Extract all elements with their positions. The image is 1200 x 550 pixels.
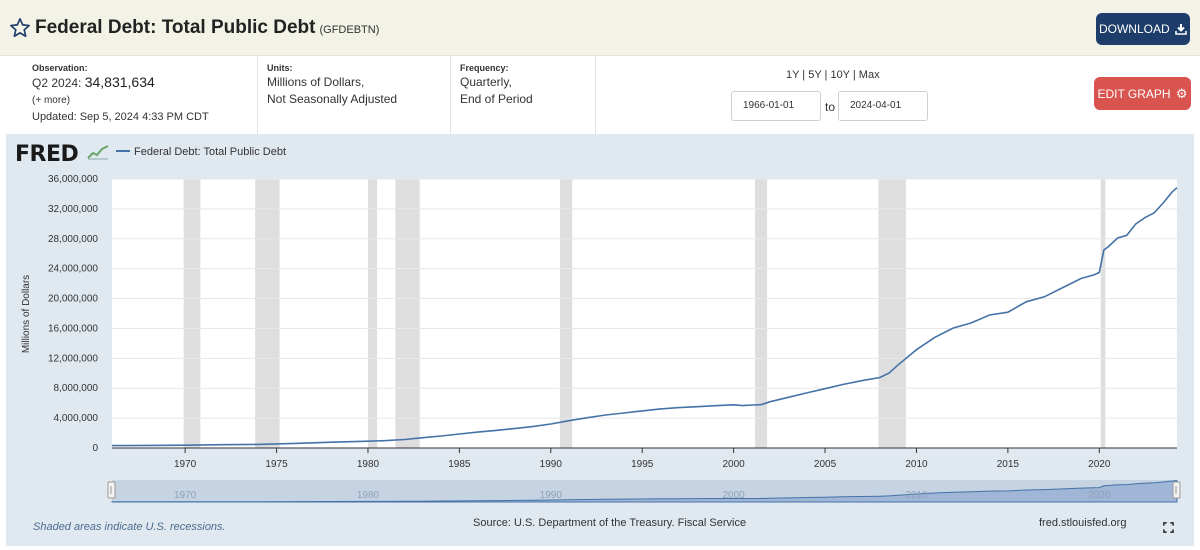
frequency-line2: End of Period: [460, 92, 533, 106]
legend-label: Federal Debt: Total Public Debt: [134, 146, 287, 158]
x-tick-label: 2010: [905, 459, 928, 470]
series-code: (GFDEBTN): [319, 24, 380, 36]
y-tick-label: 24,000,000: [48, 264, 98, 275]
x-tick-label: 2015: [997, 459, 1020, 470]
navigator-tick-label: 2000: [723, 490, 746, 501]
recession-band-6: [878, 179, 906, 448]
x-tick-label: 1990: [540, 459, 563, 470]
recession-band-4: [559, 179, 573, 448]
edit-graph-button[interactable]: EDIT GRAPH ⚙: [1094, 77, 1191, 110]
navigator-tick-label: 2010: [905, 490, 928, 501]
x-tick-label: 1970: [174, 459, 197, 470]
range-links[interactable]: 1Y | 5Y | 10Y | Max: [786, 69, 880, 81]
recession-band-7: [1100, 179, 1106, 448]
updated-timestamp: Updated: Sep 5, 2024 4:33 PM CDT: [32, 111, 209, 123]
source-text[interactable]: Source: U.S. Department of the Treasury.…: [473, 517, 747, 529]
y-tick-label: 16,000,000: [48, 323, 98, 334]
y-tick-label: 32,000,000: [48, 204, 98, 215]
download-label: DOWNLOAD: [1098, 22, 1170, 36]
fred-logo[interactable]: FRED: [15, 142, 79, 167]
page-title: Federal Debt: Total Public Debt (GFDEBTN): [35, 17, 379, 39]
observation-value: 34,831,634: [84, 74, 155, 90]
recession-note: Shaded areas indicate U.S. recessions.: [33, 521, 226, 533]
download-icon: [1175, 24, 1187, 35]
date-range-block: 1Y | 5Y | 10Y | Max 1966-01-01 to 2024-0…: [595, 56, 1095, 134]
y-tick-label: 8,000,000: [54, 383, 99, 394]
date-to-label: to: [825, 100, 836, 114]
y-tick-label: 12,000,000: [48, 353, 98, 364]
x-tick-label: 2005: [814, 459, 837, 470]
fred-logo-graph-icon: [87, 144, 109, 160]
recession-band-3: [395, 179, 420, 448]
recession-band-1: [255, 179, 280, 448]
fullscreen-icon[interactable]: [1163, 522, 1174, 533]
gear-icon: ⚙: [1175, 86, 1188, 101]
observation-label: Observation:: [32, 63, 88, 73]
star-icon[interactable]: [9, 17, 31, 39]
x-tick-label: 1980: [357, 459, 380, 470]
fred-url[interactable]: fred.stlouisfed.org: [1039, 517, 1127, 529]
y-tick-label: 28,000,000: [48, 234, 98, 245]
recession-band-2: [367, 179, 378, 448]
x-tick-label: 2000: [723, 459, 746, 470]
y-tick-label: 4,000,000: [54, 413, 99, 424]
navigator-area: [111, 480, 1178, 503]
navigator-tick-label: 1980: [357, 490, 380, 501]
more-link[interactable]: (+ more): [32, 95, 71, 106]
series-title: Federal Debt: Total Public Debt: [35, 17, 316, 38]
recession-band-5: [755, 179, 768, 448]
frequency-line1: Quarterly,: [460, 75, 512, 89]
units-line2: Not Seasonally Adjusted: [267, 92, 398, 106]
units-label: Units:: [267, 63, 293, 73]
frequency-label: Frequency:: [460, 63, 509, 73]
units-line1: Millions of Dollars,: [267, 75, 365, 89]
y-tick-label: 36,000,000: [48, 174, 98, 185]
observation-block: Observation: Q2 2024: 34,831,634 (+ more…: [0, 56, 257, 134]
y-axis-label: Millions of Dollars: [21, 275, 32, 353]
y-tick-label: 0: [92, 443, 98, 454]
edit-graph-label: EDIT GRAPH: [1097, 87, 1171, 101]
units-block: Units: Millions of Dollars, Not Seasonal…: [257, 56, 450, 134]
navigator-tick-label: 1970: [174, 490, 197, 501]
observation-period: Q2 2024:: [32, 76, 82, 90]
end-date-input[interactable]: 2024-04-01: [838, 91, 928, 121]
start-date-input[interactable]: 1966-01-01: [731, 91, 821, 121]
navigator-tick-label: 2020: [1088, 490, 1111, 501]
legend-swatch: [116, 150, 130, 152]
x-tick-label: 1995: [631, 459, 654, 470]
legend: Federal Debt: Total Public Debt: [116, 146, 286, 158]
x-tick-label: 2020: [1088, 459, 1111, 470]
recession-band-0: [183, 179, 201, 448]
frequency-block: Frequency: Quarterly, End of Period: [450, 56, 595, 134]
download-button[interactable]: DOWNLOAD: [1096, 13, 1190, 45]
navigator-tick-label: 1990: [540, 490, 563, 501]
header-bar: Federal Debt: Total Public Debt (GFDEBTN)…: [0, 0, 1200, 56]
series-line: [111, 187, 1178, 447]
x-tick-label: 1975: [265, 459, 288, 470]
x-tick-label: 1985: [448, 459, 471, 470]
y-tick-label: 20,000,000: [48, 294, 98, 305]
